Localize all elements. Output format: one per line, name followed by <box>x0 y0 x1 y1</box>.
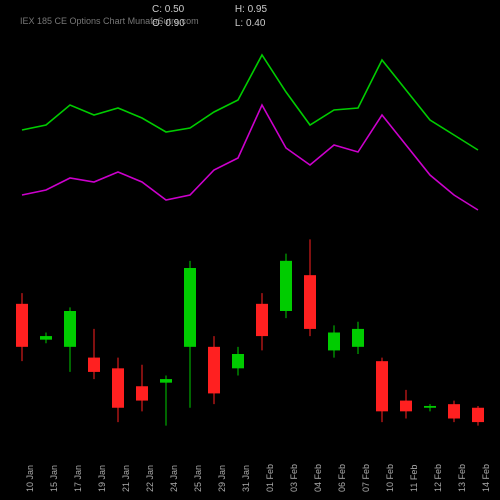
candle-body <box>160 379 172 383</box>
x-axis-label: 25 Jan <box>193 465 203 492</box>
candle-body <box>304 275 316 329</box>
x-axis-label: 01 Feb <box>265 464 275 492</box>
x-axis-label: 19 Jan <box>97 465 107 492</box>
candle-body <box>328 333 340 351</box>
x-axis-label: 29 Jan <box>217 465 227 492</box>
candle-body <box>424 406 436 408</box>
line-series <box>22 105 478 210</box>
low-value: 0.40 <box>246 18 265 29</box>
chart-svg <box>0 0 500 500</box>
candle-body <box>64 311 76 347</box>
candle-body <box>208 347 220 394</box>
candle-body <box>472 408 484 422</box>
x-axis-label: 13 Feb <box>457 464 467 492</box>
close-value: 0.50 <box>165 4 184 15</box>
candle-body <box>40 336 52 340</box>
open-value: 0.90 <box>165 18 184 29</box>
x-axis-label: 03 Feb <box>289 464 299 492</box>
x-axis-label: 11 Feb <box>409 465 419 492</box>
candle-body <box>88 358 100 372</box>
candle-body <box>136 386 148 400</box>
x-axis-label: 22 Jan <box>145 465 155 492</box>
candle-body <box>376 361 388 411</box>
x-axis-label: 17 Jan <box>73 465 83 492</box>
x-axis-label: 10 Feb <box>385 464 395 492</box>
x-axis-label: 04 Feb <box>313 464 323 492</box>
low-label: L: <box>235 18 243 29</box>
x-axis-label: 21 Jan <box>121 465 131 492</box>
x-axis-label: 12 Feb <box>433 464 443 492</box>
high-label: H: <box>235 4 245 15</box>
chart-container: IEX 185 CE Options Chart MunafaSutra.com… <box>0 0 500 500</box>
close-label: C: <box>152 4 162 15</box>
x-axis-label: 06 Feb <box>337 464 347 492</box>
candle-body <box>184 268 196 347</box>
candle-body <box>16 304 28 347</box>
x-axis-label: 31 Jan <box>241 465 251 492</box>
x-axis-label: 07 Feb <box>361 464 371 492</box>
candle-body <box>232 354 244 368</box>
line-series <box>22 55 478 150</box>
candle-body <box>400 401 412 412</box>
candle-body <box>352 329 364 347</box>
candle-body <box>256 304 268 336</box>
candle-body <box>448 404 460 418</box>
high-value: 0.95 <box>248 4 267 15</box>
candle-body <box>280 261 292 311</box>
x-axis-label: 14 Feb <box>481 464 491 492</box>
x-axis-label: 15 Jan <box>49 465 59 492</box>
x-axis-label: 24 Jan <box>169 465 179 492</box>
open-label: O: <box>152 18 163 29</box>
candle-body <box>112 368 124 407</box>
ohlc-legend: C: 0.50 H: 0.95 O: 0.90 L: 0.40 <box>150 2 277 32</box>
x-axis-label: 10 Jan <box>25 465 35 492</box>
